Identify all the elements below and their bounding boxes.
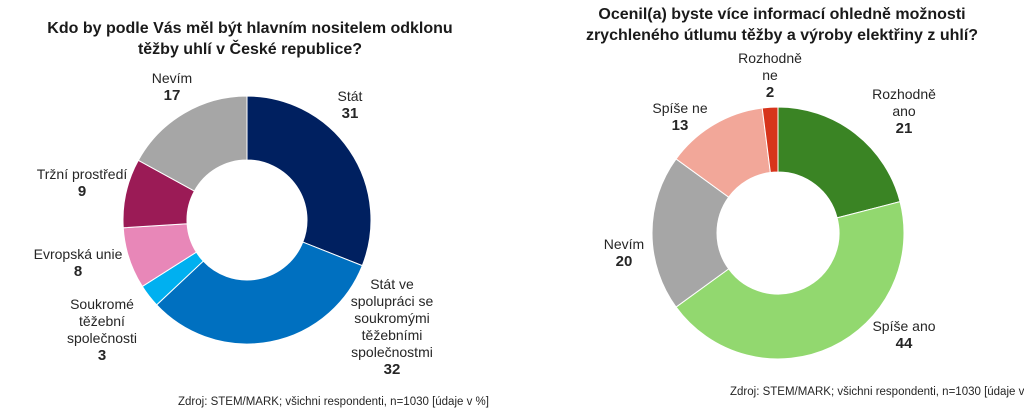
slice-label: Evropská unie [33, 246, 123, 262]
slice-value: 13 [671, 117, 689, 134]
data-label-soukrome: Soukromé těžební společnosti 3 [67, 296, 137, 364]
slice-label: Spíše ano [872, 318, 936, 334]
donut-chart-responsibility [122, 95, 372, 345]
donut-slice-stat [246, 95, 372, 267]
data-label-stat: Stát 31 [338, 88, 363, 122]
donut-slice-rozhodne-ne [761, 106, 779, 174]
chart-title: Kdo by podle Vás měl být hlavním nositel… [47, 20, 453, 58]
slice-value: 8 [73, 263, 83, 280]
slice-value: 21 [895, 120, 913, 137]
slice-value: 2 [765, 84, 775, 101]
data-label-rozhodne-ano: Rozhodně ano 21 [872, 86, 936, 137]
donut-slice-rozhodne-ano [777, 106, 901, 219]
data-label-stat-ve-spolupraci: Stát ve spolupráci se soukromými těžebními s… [351, 276, 434, 378]
slice-value: 31 [341, 105, 359, 122]
slice-label: Stát ve spolupráci se soukromými těžebními s… [350, 276, 434, 360]
chart-title: Ocenil(a) byste více informací ohledně m… [585, 6, 979, 44]
chart-panel-coal-responsibility: Kdo by podle Vás měl být hlavním nositel… [34, 20, 489, 408]
slice-label: Rozhodně ano [872, 86, 936, 119]
data-label-evropska-unie: Evropská unie 8 [34, 246, 123, 280]
slice-value: 9 [77, 183, 87, 200]
slice-label: Spíše ne [652, 100, 708, 116]
data-label-spise-ano: Spíše ano 44 [872, 318, 935, 352]
donut-slice-stat-ve-spolupraci-se-soukromymi-tezebnimi-spolecnostmi [155, 241, 363, 345]
data-label-rozhodne-ne: Rozhodně ne 2 [738, 50, 802, 101]
donut-slice-nevim [651, 158, 730, 308]
donut-slice-nevim [137, 95, 248, 192]
data-label-nevim: Nevím 17 [152, 70, 192, 104]
slice-label: Nevím [603, 236, 645, 252]
slice-label: Soukromé těžební společnosti [66, 296, 138, 346]
chart-panel-more-information: Ocenil(a) byste více informací ohledně m… [512, 0, 1024, 420]
slice-value: 3 [97, 347, 107, 364]
slice-value: 32 [383, 361, 401, 378]
data-label-trzni-prostredi: Tržní prostředí 9 [37, 166, 128, 200]
data-label-spise-ne: Spíše ne 13 [652, 100, 707, 134]
slice-label: Tržní prostředí [36, 166, 128, 182]
data-label-nevim: Nevím 20 [604, 236, 644, 270]
slice-value: 17 [163, 87, 181, 104]
slice-label: Nevím [151, 70, 193, 86]
slice-label: Stát [337, 88, 363, 104]
slice-label: Rozhodně ne [738, 50, 802, 83]
donut-chart-information [651, 106, 905, 360]
slice-value: 44 [895, 335, 913, 352]
donut-slice-spise-ano [675, 201, 905, 360]
source-note: Zdroj: STEM/MARK; všichni respondenti, n… [178, 396, 489, 408]
slice-value: 20 [615, 253, 633, 270]
source-note: Zdroj: STEM/MARK; všichni respondenti, n… [730, 386, 1024, 398]
